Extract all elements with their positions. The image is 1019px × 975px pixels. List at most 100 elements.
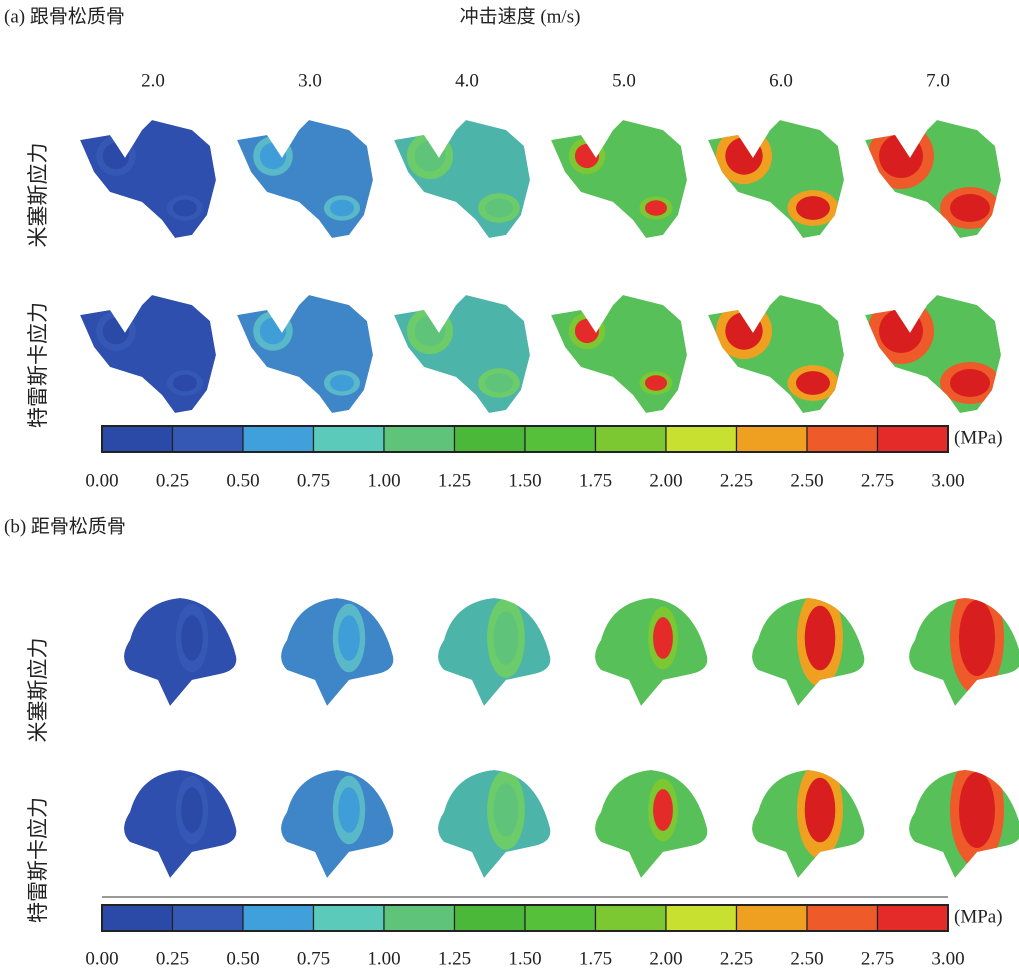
contour-core — [485, 373, 513, 393]
speed-label: 3.0 — [298, 70, 322, 91]
contour-core — [338, 615, 360, 661]
colorbar-tick: 0.50 — [226, 948, 259, 969]
contour-core — [338, 787, 360, 833]
colorbar-tick: 2.50 — [790, 470, 823, 491]
contour-core — [259, 317, 287, 345]
colorbar-tick: 1.25 — [438, 948, 471, 969]
contour-base — [551, 295, 687, 413]
colorbar-swatch — [101, 425, 174, 453]
colorbar-swatch — [524, 425, 597, 453]
contour-core — [173, 374, 197, 392]
contour-core — [493, 611, 519, 665]
colorbar-swatch — [524, 904, 597, 932]
speed-label: 7.0 — [926, 70, 950, 91]
colorbar-swatch — [735, 425, 808, 453]
contour-core — [574, 318, 600, 344]
contour-core — [181, 787, 203, 833]
contour-plot — [708, 295, 844, 413]
colorbar-tick: 2.25 — [720, 470, 753, 491]
speed-label: 6.0 — [769, 70, 793, 91]
contour-base — [551, 120, 687, 238]
contour-core — [653, 789, 673, 831]
colorbar-swatch — [101, 904, 174, 932]
colorbar-tick: 3.00 — [931, 948, 964, 969]
contour-core — [645, 375, 667, 391]
colorbar-swatch — [453, 904, 526, 932]
colorbar-swatch — [594, 425, 667, 453]
colorbar-swatch — [242, 904, 315, 932]
speed-label: 2.0 — [141, 70, 165, 91]
contour-plot — [551, 120, 687, 238]
colorbar-tick: 2.75 — [861, 470, 894, 491]
contour-plot — [281, 770, 394, 878]
colorbar-tick: 2.25 — [720, 948, 753, 969]
colorbar-tick: 2.00 — [649, 948, 682, 969]
colorbar-swatch — [665, 904, 738, 932]
contour-plot — [80, 295, 216, 413]
contour-core — [804, 777, 836, 843]
colorbar-tick: 2.75 — [861, 948, 894, 969]
contour-core — [173, 199, 197, 217]
contour-core — [725, 137, 763, 175]
contour-base — [80, 295, 216, 413]
contour-plot — [124, 598, 237, 706]
colorbar-tick: 0.25 — [156, 948, 189, 969]
colorbar-tick: 0.50 — [226, 470, 259, 491]
panel-title: (a) 跟骨松质骨 — [4, 5, 125, 27]
contour-plot — [909, 770, 1019, 878]
colorbar-tick: 1.50 — [508, 948, 541, 969]
colorbar-swatch — [312, 425, 385, 453]
colorbar-frame — [101, 425, 949, 453]
row-label: 米塞斯应力 — [26, 143, 50, 248]
colorbar-tick: 0.75 — [297, 948, 330, 969]
contour-plot — [865, 295, 1001, 413]
contour-plot — [124, 770, 237, 878]
colorbar-swatch — [312, 904, 385, 932]
contour-core — [102, 142, 130, 170]
colorbar-tick: 1.75 — [579, 470, 612, 491]
contour-plot — [595, 770, 708, 878]
colorbar-tick: 2.50 — [790, 948, 823, 969]
contour-core — [181, 615, 203, 661]
contour-core — [485, 198, 513, 218]
colorbar-swatch — [876, 425, 949, 453]
colorbar-swatch — [171, 425, 244, 453]
colorbar-swatch — [594, 904, 667, 932]
contour-plot — [708, 120, 844, 238]
colorbar-tick: 1.25 — [438, 470, 471, 491]
colorbar-tick: 1.00 — [367, 948, 400, 969]
speed-label: 5.0 — [612, 70, 636, 91]
contour-core — [725, 312, 763, 350]
row-label: 特雷斯卡应力 — [26, 302, 50, 428]
colorbar-swatch — [876, 904, 949, 932]
contour-plot — [909, 598, 1019, 706]
colorbar-swatch — [453, 425, 526, 453]
panel-title: (b) 距骨松质骨 — [4, 515, 126, 537]
contour-plot — [551, 295, 687, 413]
colorbar-swatch — [735, 904, 808, 932]
contour-core — [330, 374, 354, 392]
contour-plot — [394, 120, 530, 238]
colorbar-swatch — [383, 904, 456, 932]
colorbar-swatch — [171, 904, 244, 932]
contour-base — [80, 120, 216, 238]
colorbar-tick: 0.00 — [85, 948, 118, 969]
colorbar-tick: 1.50 — [508, 470, 541, 491]
contour-core — [330, 199, 354, 217]
contour-base — [237, 295, 373, 413]
colorbar-tick: 0.00 — [85, 470, 118, 491]
contour-plot — [438, 770, 551, 878]
contour-core — [645, 200, 667, 216]
speed-label: 4.0 — [455, 70, 479, 91]
contour-core — [879, 134, 923, 178]
contour-plot — [865, 120, 1001, 238]
colorbar-swatch — [806, 425, 879, 453]
contour-core — [414, 140, 446, 172]
contour-plot — [595, 598, 708, 706]
contour-core — [414, 315, 446, 347]
colorbar-swatch — [806, 904, 879, 932]
row-label: 特雷斯卡应力 — [26, 797, 50, 923]
colorbar-tick: 0.75 — [297, 470, 330, 491]
contour-core — [950, 194, 990, 222]
contour-core — [804, 605, 836, 671]
